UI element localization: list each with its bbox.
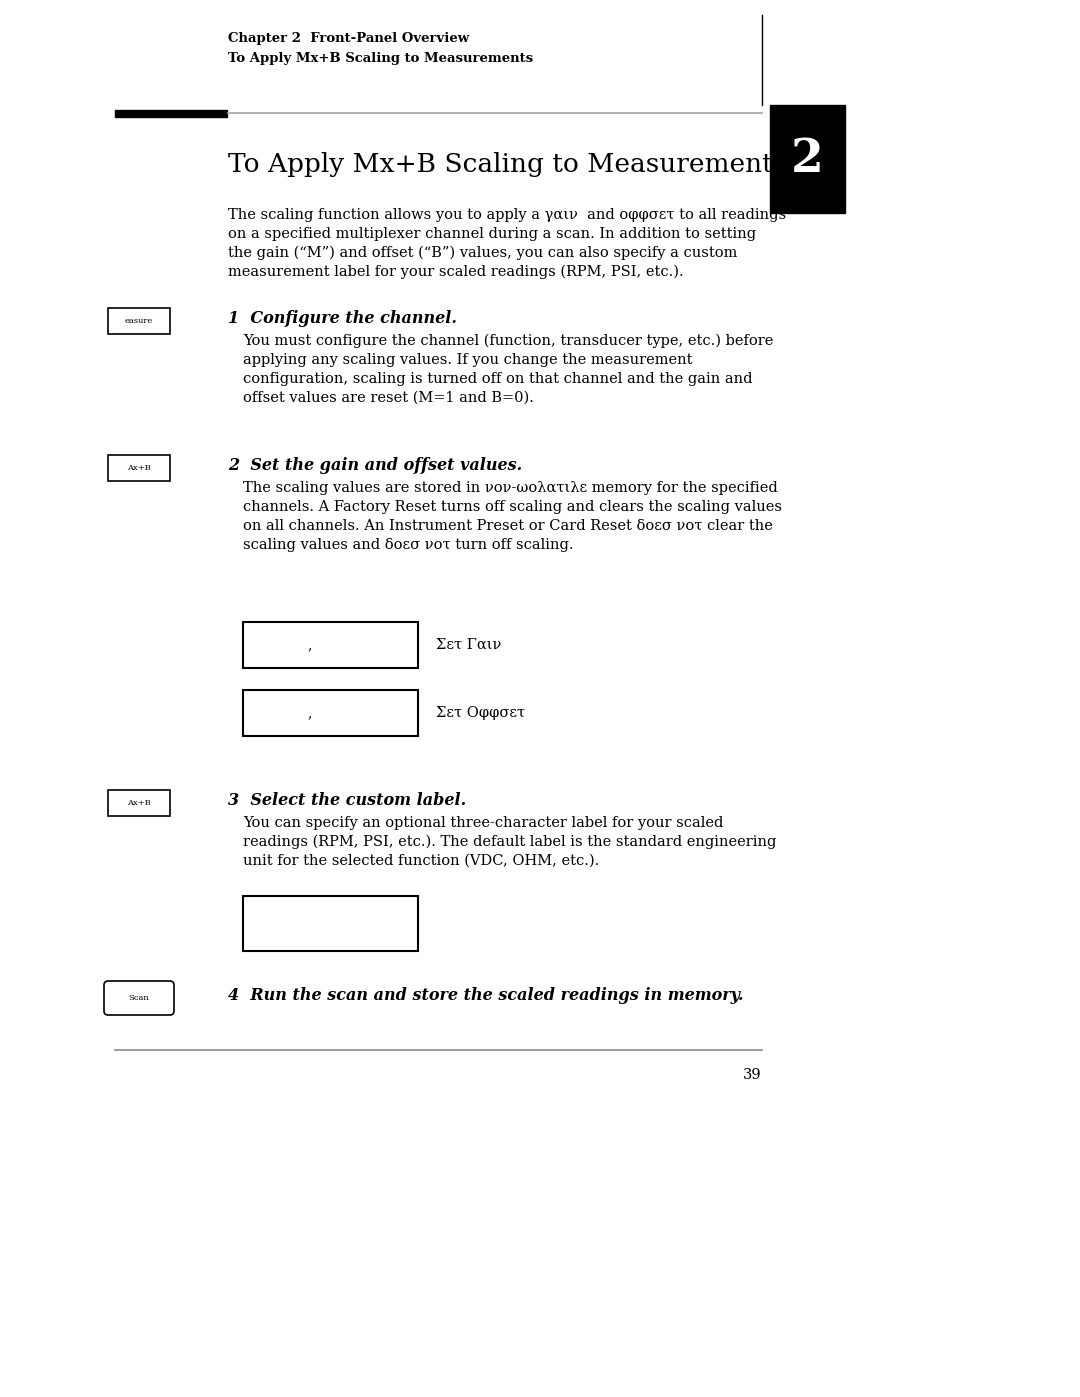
Bar bbox=[243, 895, 418, 951]
Text: applying any scaling values. If you change the measurement: applying any scaling values. If you chan… bbox=[243, 353, 692, 367]
Text: Σετ Oφφσετ: Σετ Oφφσετ bbox=[436, 705, 525, 719]
FancyBboxPatch shape bbox=[104, 981, 174, 1016]
Text: 39: 39 bbox=[743, 1067, 762, 1083]
Text: on a specified multiplexer channel during a scan. In addition to setting: on a specified multiplexer channel durin… bbox=[228, 226, 756, 242]
Text: 2  Set the gain and offset values.: 2 Set the gain and offset values. bbox=[228, 457, 523, 474]
Text: To Apply Mx+B Scaling to Measurements: To Apply Mx+B Scaling to Measurements bbox=[228, 152, 786, 177]
Text: unit for the selected function (VDC, OHM, etc.).: unit for the selected function (VDC, OHM… bbox=[243, 854, 599, 868]
Bar bbox=[243, 622, 418, 668]
Text: 4  Run the scan and store the scaled readings in memory.: 4 Run the scan and store the scaled read… bbox=[228, 988, 744, 1004]
Text: To Apply Mx+B Scaling to Measurements: To Apply Mx+B Scaling to Measurements bbox=[228, 52, 534, 66]
Text: offset values are reset (M=1 and B=0).: offset values are reset (M=1 and B=0). bbox=[243, 391, 534, 405]
Bar bbox=[108, 455, 170, 481]
Text: measurement label for your scaled readings (RPM, PSI, etc.).: measurement label for your scaled readin… bbox=[228, 265, 684, 279]
Text: 3  Select the custom label.: 3 Select the custom label. bbox=[228, 792, 467, 809]
Text: on all channels. An Instrument Preset or Card Reset δοεσ νοτ clear the: on all channels. An Instrument Preset or… bbox=[243, 520, 773, 534]
Text: easure: easure bbox=[125, 317, 153, 326]
Text: Chapter 2  Front-Panel Overview: Chapter 2 Front-Panel Overview bbox=[228, 32, 469, 45]
Text: The scaling values are stored in νον-ωολατιλε memory for the specified: The scaling values are stored in νον-ωολ… bbox=[243, 481, 778, 495]
Text: 1  Configure the channel.: 1 Configure the channel. bbox=[228, 310, 457, 327]
Text: Σετ Γαιν: Σετ Γαιν bbox=[436, 638, 501, 652]
Text: Scan: Scan bbox=[129, 995, 149, 1002]
Bar bbox=[108, 789, 170, 816]
Text: readings (RPM, PSI, etc.). The default label is the standard engineering: readings (RPM, PSI, etc.). The default l… bbox=[243, 835, 777, 849]
Text: You must configure the channel (function, transducer type, etc.) before: You must configure the channel (function… bbox=[243, 334, 773, 348]
Bar bbox=[114, 110, 227, 117]
Text: Αx+B: Αx+B bbox=[127, 799, 151, 807]
Text: ,: , bbox=[308, 638, 312, 652]
Text: configuration, scaling is turned off on that channel and the gain and: configuration, scaling is turned off on … bbox=[243, 372, 753, 386]
Text: You can specify an optional three-character label for your scaled: You can specify an optional three-charac… bbox=[243, 816, 724, 830]
Text: The scaling function allows you to apply a γαιν  and oφφσετ to all readings: The scaling function allows you to apply… bbox=[228, 208, 786, 222]
Text: the gain (“M”) and offset (“B”) values, you can also specify a custom: the gain (“M”) and offset (“B”) values, … bbox=[228, 246, 738, 260]
Bar bbox=[243, 690, 418, 736]
Bar bbox=[770, 105, 845, 212]
Text: channels. A Factory Reset turns off scaling and clears the scaling values: channels. A Factory Reset turns off scal… bbox=[243, 500, 782, 514]
Text: ,: , bbox=[308, 705, 312, 719]
Bar bbox=[108, 307, 170, 334]
Text: scaling values and δοεσ νοτ turn off scaling.: scaling values and δοεσ νοτ turn off sca… bbox=[243, 538, 573, 552]
Text: 2: 2 bbox=[791, 136, 823, 182]
Text: Αx+B: Αx+B bbox=[127, 464, 151, 472]
